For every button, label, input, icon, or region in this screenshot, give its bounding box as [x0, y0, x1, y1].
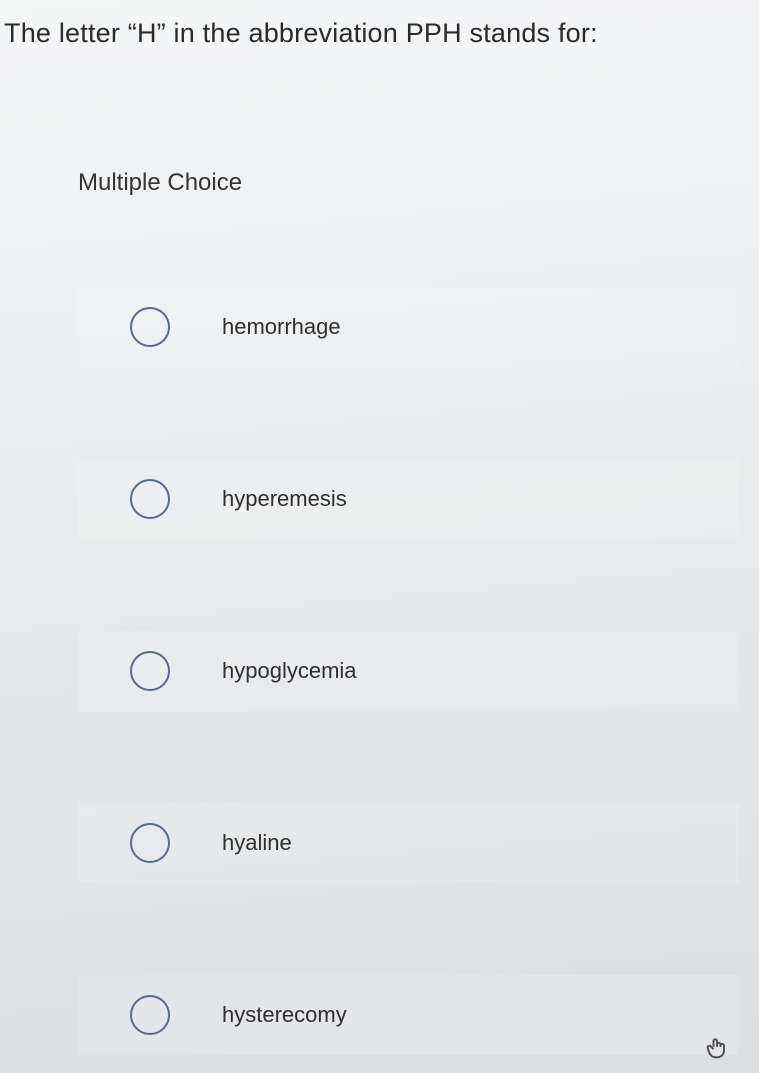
radio-icon[interactable] — [130, 479, 170, 519]
radio-icon[interactable] — [130, 995, 170, 1035]
option-label: hyperemesis — [222, 486, 347, 512]
question-type-header: Multiple Choice — [78, 169, 739, 197]
option-label: hypoglycemia — [222, 658, 357, 684]
multiple-choice-panel: Multiple Choice hemorrhage hyperemesis h… — [0, 169, 759, 1055]
option-row[interactable]: hemorrhage — [78, 287, 739, 367]
option-label: hysterecomy — [222, 1002, 347, 1028]
option-row[interactable]: hysterecomy — [78, 975, 739, 1055]
option-label: hemorrhage — [222, 314, 341, 340]
option-label: hyaline — [222, 830, 292, 856]
option-row[interactable]: hyaline — [78, 803, 739, 883]
radio-icon[interactable] — [130, 651, 170, 691]
option-row[interactable]: hyperemesis — [78, 459, 739, 539]
radio-icon[interactable] — [130, 823, 170, 863]
option-row[interactable]: hypoglycemia — [78, 631, 739, 711]
question-stem: The letter “H” in the abbreviation PPH s… — [0, 0, 759, 49]
cursor-hand-icon — [703, 1033, 731, 1063]
radio-icon[interactable] — [130, 307, 170, 347]
